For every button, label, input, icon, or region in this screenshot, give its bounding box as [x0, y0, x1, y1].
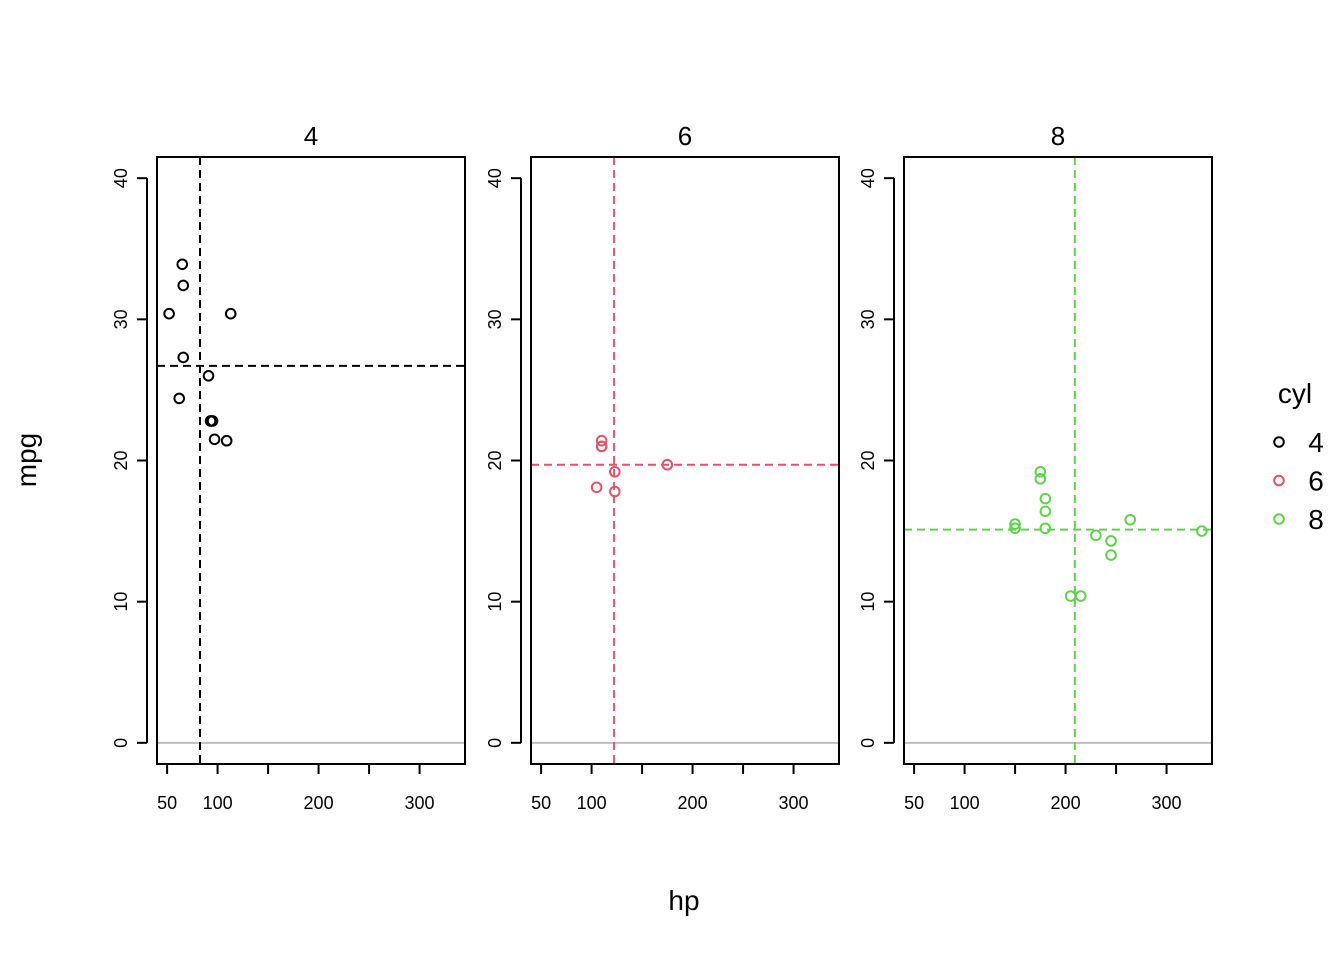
legend-marker-6: [1273, 474, 1285, 487]
y-tick-label: 30: [485, 309, 505, 329]
data-point: [609, 465, 621, 478]
data-point: [1039, 492, 1052, 505]
data-point: [208, 433, 221, 446]
y-tick-label: 40: [485, 168, 505, 188]
data-point: [590, 481, 603, 494]
y-tick-label: 10: [858, 592, 878, 612]
y-tick-label: 40: [111, 168, 131, 188]
legend: cyl 4 6 8: [1273, 378, 1324, 535]
data-point: [202, 370, 215, 382]
data-point: [1074, 590, 1087, 602]
panel-frame: [156, 156, 466, 765]
panel-title: 8: [1051, 121, 1065, 151]
data-point: [220, 434, 233, 447]
data-point: [1009, 518, 1021, 530]
data-point: [1196, 525, 1208, 537]
y-tick-label: 30: [111, 309, 131, 329]
y-tick-label: 20: [485, 450, 505, 470]
y-tick-label: 10: [485, 592, 505, 612]
legend-label-4: 4: [1308, 427, 1324, 458]
data-point: [206, 415, 219, 427]
y-tick-label: 30: [858, 309, 878, 329]
data-point: [595, 434, 608, 447]
panel-cyl-8: 8 50 100 200 300 0 10 20 30 40: [858, 121, 1213, 813]
panel-frame: [903, 156, 1213, 765]
y-tick-label: 0: [111, 738, 131, 748]
x-tick-label: 300: [1152, 793, 1182, 813]
y-tick-label: 0: [858, 738, 878, 748]
y-tick-label: 20: [111, 450, 131, 470]
data-point: [609, 485, 621, 498]
legend-label-6: 6: [1308, 466, 1324, 497]
data-point: [1124, 513, 1137, 526]
y-tick-label: 10: [111, 592, 131, 612]
data-point: [1105, 549, 1117, 561]
panel-frame: [530, 156, 840, 765]
y-tick-label: 20: [858, 450, 878, 470]
x-tick-label: 200: [1051, 793, 1081, 813]
data-point: [595, 440, 608, 453]
x-axis-title: hp: [668, 885, 699, 916]
x-tick-label: 300: [779, 793, 809, 813]
panel-cyl-6: 6 50 100 200 300 0 10 20 30 40: [485, 121, 840, 813]
y-tick-label: 40: [858, 168, 878, 188]
legend-label-8: 8: [1308, 504, 1324, 535]
x-tick-label: 50: [531, 793, 551, 813]
panel-title: 6: [678, 121, 692, 151]
data-point: [224, 307, 237, 320]
data-point: [1034, 465, 1047, 478]
data-point: [1105, 535, 1117, 547]
x-tick-label: 300: [405, 793, 435, 813]
data-point: [163, 307, 175, 320]
x-tick-label: 100: [950, 793, 980, 813]
data-point: [176, 258, 189, 271]
data-point: [1090, 529, 1102, 542]
x-tick-label: 50: [904, 793, 924, 813]
x-tick-label: 200: [678, 793, 708, 813]
data-point: [1039, 505, 1052, 518]
legend-marker-8: [1273, 513, 1285, 525]
data-point: [177, 351, 190, 364]
legend-title: cyl: [1278, 378, 1312, 409]
x-tick-label: 100: [577, 793, 607, 813]
x-tick-label: 200: [304, 793, 334, 813]
legend-marker-4: [1273, 436, 1285, 448]
data-point: [661, 458, 674, 471]
data-point: [1064, 590, 1077, 602]
data-point: [1034, 473, 1047, 485]
x-tick-label: 50: [157, 793, 177, 813]
data-point: [173, 392, 186, 405]
panel-title: 4: [304, 121, 318, 151]
data-point: [177, 279, 190, 292]
panel-cyl-4: 4 50 100 200 300 0 10 20 30 40: [111, 121, 466, 813]
x-tick-label: 100: [203, 793, 233, 813]
data-point: [1009, 522, 1021, 535]
y-axis-title: mpg: [11, 433, 42, 487]
data-point: [1039, 522, 1052, 535]
y-tick-label: 0: [485, 738, 505, 748]
